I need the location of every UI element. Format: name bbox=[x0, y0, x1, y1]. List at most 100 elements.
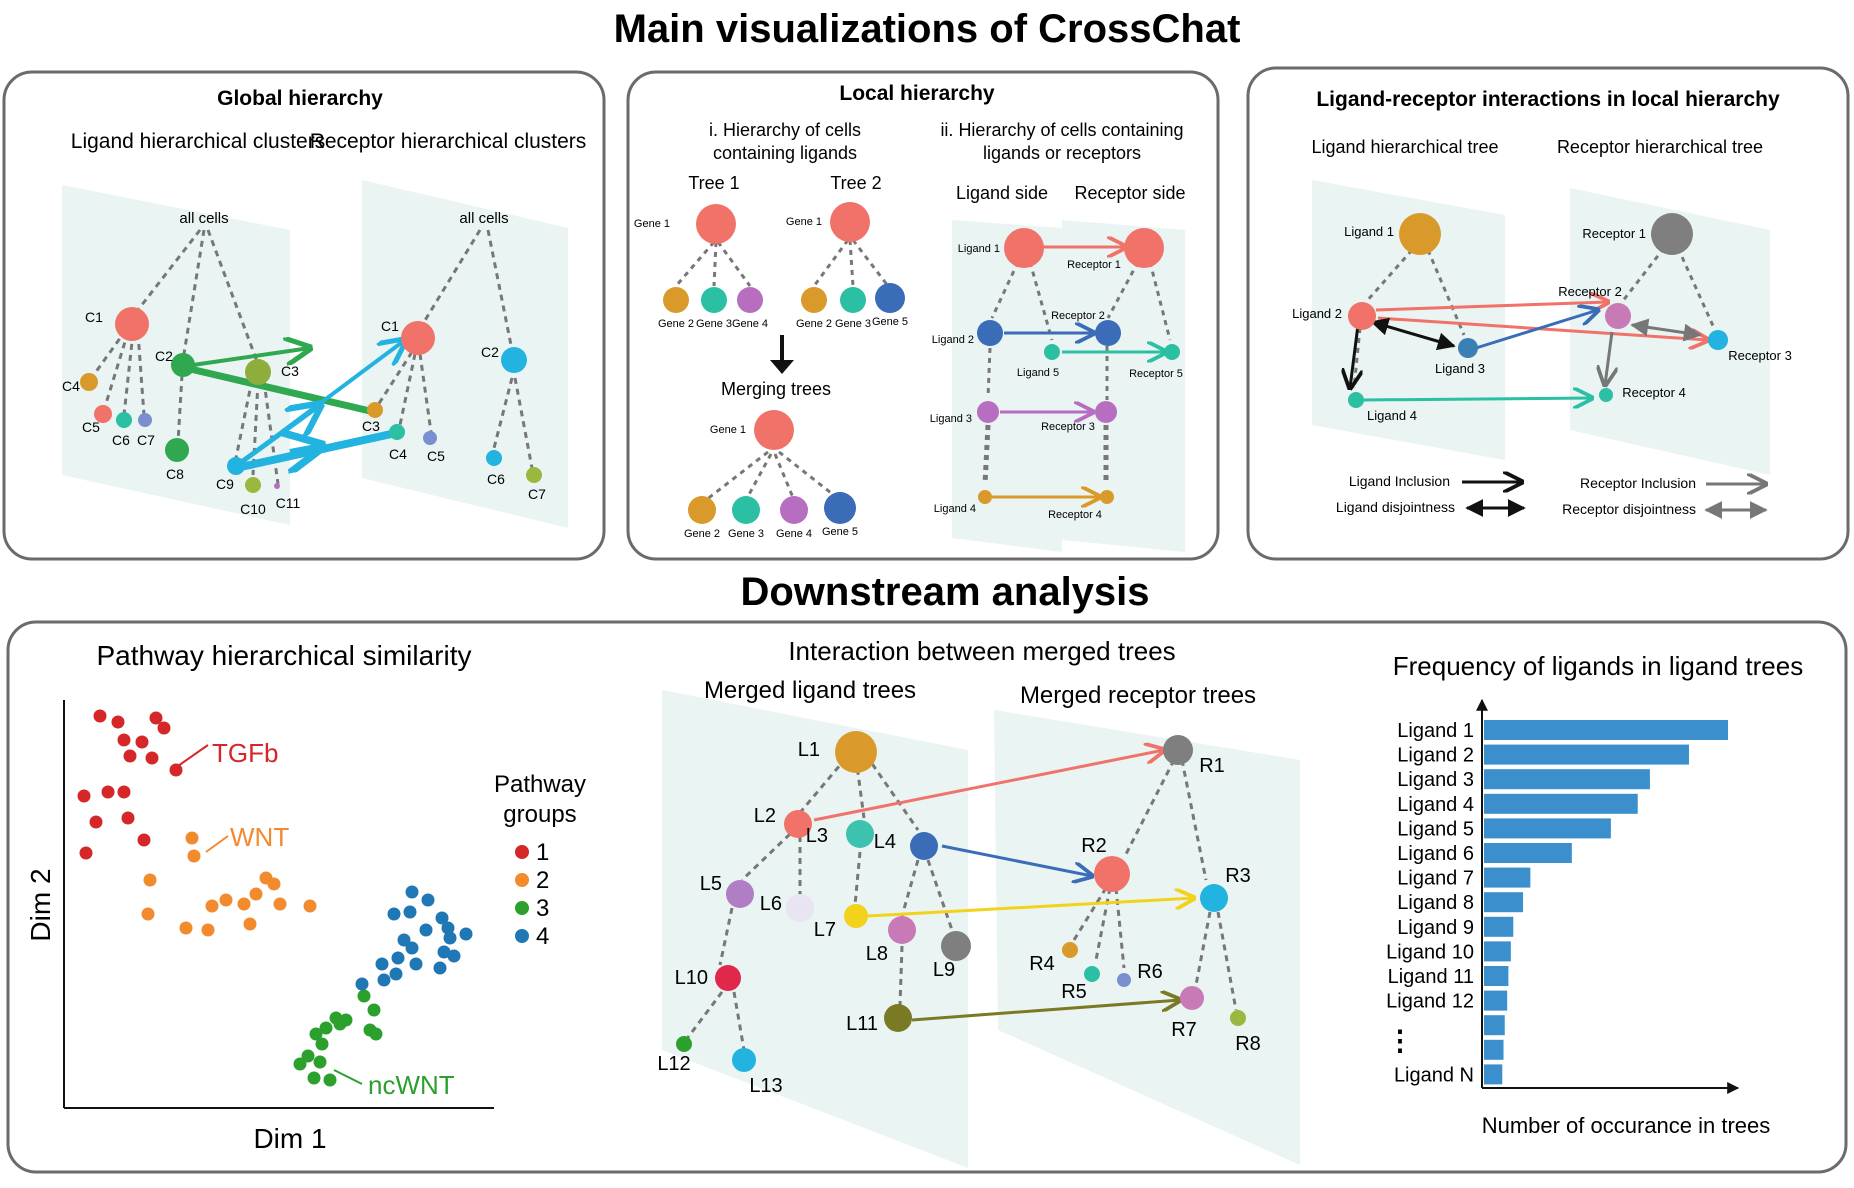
bar-label-2: Ligand 2 bbox=[1397, 745, 1474, 767]
global-ligand-c9-label: C9 bbox=[216, 476, 234, 492]
pathway-group-3-point bbox=[301, 1049, 315, 1063]
lr-dashed-edges bbox=[1352, 247, 1716, 389]
lr-receptor-2-label: Receptor 2 bbox=[1558, 284, 1622, 299]
pathway-group-4-point bbox=[375, 957, 389, 971]
bar-7 bbox=[1484, 867, 1531, 888]
tree1-label: Tree 1 bbox=[688, 173, 739, 193]
merged-ligand-l5-node bbox=[726, 880, 754, 908]
chart-bars bbox=[1484, 720, 1728, 1085]
merge-arrow-head bbox=[770, 360, 794, 374]
pathway-group-2-point bbox=[219, 893, 233, 907]
merged-ligand-l12-node bbox=[676, 1036, 692, 1052]
merged-ligand-l8-label: L8 bbox=[866, 943, 888, 965]
local-ligand-3-node bbox=[977, 401, 999, 423]
local-sub-i-line2: containing ligands bbox=[713, 143, 857, 163]
merged-gene-child-3-node bbox=[780, 496, 808, 524]
lr-ligand-2-node bbox=[1348, 302, 1376, 330]
merged-nodes: L1 L2 L3 L4 L5 L6 L7 L8 L9 L10 L11 L12 L13 R1 R2 R3 R4 R5… bbox=[657, 731, 1261, 1097]
tree1-child-1-node bbox=[663, 287, 689, 313]
merged-ligand-l11-node bbox=[884, 1004, 912, 1032]
local-receptor-1-label: Receptor 1 bbox=[1067, 259, 1121, 271]
pathway-group-1-point bbox=[79, 846, 93, 860]
pathway-group-4-point bbox=[447, 949, 461, 963]
merged-ligand-l13-label: L13 bbox=[749, 1075, 782, 1097]
legend-ligand-disjointness: Ligand disjointness bbox=[1336, 499, 1455, 515]
pathway-group-4-point bbox=[419, 923, 433, 937]
global-hierarchy-panel bbox=[2, 70, 606, 561]
bar-4 bbox=[1484, 793, 1638, 814]
local-ligand-2-node bbox=[977, 320, 1003, 346]
lr-title: Ligand-receptor interactions in local hi… bbox=[1316, 88, 1780, 111]
receptor-side-label: Receptor side bbox=[1074, 183, 1185, 203]
annotation-wnt: WNT bbox=[230, 822, 289, 852]
pathway-group-1-point bbox=[135, 735, 149, 749]
chart-xlabel: Number of occurance in trees bbox=[1482, 1113, 1771, 1138]
pathway-group-2-point bbox=[185, 831, 199, 845]
global-receptor-c1-node bbox=[401, 321, 435, 355]
merged-receptor-r1-label: R1 bbox=[1199, 755, 1225, 777]
legend-marker-3 bbox=[515, 901, 529, 915]
global-receptor-c2-node bbox=[501, 347, 527, 373]
local-ligand-4-label: Ligand 4 bbox=[934, 503, 976, 515]
global-nodes: C1 C2 C3 C4 C5 C6 C7 C8 C9 C10 C11 C1 C2 C3 C4 C5 C6 C7 bbox=[62, 307, 546, 517]
pathway-group-2-point bbox=[273, 897, 287, 911]
merged-gene-child-2-node bbox=[732, 496, 760, 524]
pathway-group-4-point bbox=[355, 977, 369, 991]
bar-label-4: Ligand 4 bbox=[1397, 794, 1474, 816]
bar-13 bbox=[1484, 1015, 1505, 1036]
pathway-group-3-point bbox=[339, 1013, 353, 1027]
chart-ellipsis: ⋮ bbox=[1386, 1025, 1414, 1056]
downstream-title: Downstream analysis bbox=[740, 570, 1149, 614]
local-ligand-1-label: Ligand 1 bbox=[958, 243, 1000, 255]
legend-label-1: 1 bbox=[536, 839, 549, 866]
merged-receptor-r8-node bbox=[1230, 1010, 1246, 1026]
pathway-group-3-point bbox=[369, 1027, 383, 1041]
bar-label-11: Ligand 11 bbox=[1388, 966, 1474, 988]
tree1-child-2-label: Gene 3 bbox=[696, 318, 732, 330]
pathway-group-3-point bbox=[319, 1021, 333, 1035]
global-ligand-c11-label: C11 bbox=[276, 495, 301, 511]
global-ligand-c2-label: C2 bbox=[155, 348, 173, 364]
legend-receptor-disjointness: Receptor disjointness bbox=[1562, 501, 1696, 517]
pathway-group-3-point bbox=[357, 989, 371, 1003]
legend-label-3: 3 bbox=[536, 895, 549, 922]
merged-ligand-l13-node bbox=[732, 1048, 756, 1072]
global-ligand-c4-node bbox=[80, 373, 98, 391]
legend-label-4: 4 bbox=[536, 923, 549, 950]
ligand-clusters-header: Ligand hierarchical clusters bbox=[71, 130, 325, 153]
pathway-group-2-point bbox=[205, 899, 219, 913]
merged-receptor-r3-label: R3 bbox=[1225, 865, 1251, 887]
merged-receptor-r2-node bbox=[1094, 856, 1130, 892]
global-ligand-c5-label: C5 bbox=[82, 419, 100, 435]
tree2-child-1-node bbox=[801, 287, 827, 313]
merged-gene-child-3-label: Gene 4 bbox=[776, 528, 812, 540]
merged-receptor-trees-label: Merged receptor trees bbox=[1020, 682, 1256, 709]
tree1-child-3-label: Gene 4 bbox=[732, 318, 768, 330]
tree1-root-label: Gene 1 bbox=[634, 218, 670, 230]
legend-title-line2: groups bbox=[503, 801, 576, 828]
merged-ligand-l2-node bbox=[784, 810, 812, 838]
global-receptor-c4-node bbox=[389, 424, 405, 440]
pathway-group-4-point bbox=[377, 973, 391, 987]
local-receptor-3-label: Receptor 3 bbox=[1041, 421, 1095, 433]
global-ligand-c1-label: C1 bbox=[85, 309, 103, 325]
pathway-group-4-point bbox=[403, 905, 417, 919]
pathway-group-4-point bbox=[389, 967, 403, 981]
pathway-group-2-point bbox=[143, 873, 157, 887]
local-ligand-5-label: Ligand 5 bbox=[1017, 367, 1059, 379]
merged-gene-root-node bbox=[754, 410, 794, 450]
pathway-group-1-point bbox=[149, 711, 163, 725]
lr-arrows bbox=[1350, 302, 1708, 400]
pathway-group-2-point bbox=[179, 921, 193, 935]
pathway-group-2-point bbox=[201, 923, 215, 937]
pathway-group-2-point bbox=[267, 877, 281, 891]
lr-receptor-3-label: Receptor 3 bbox=[1728, 348, 1792, 363]
pathway-group-1-point bbox=[77, 789, 91, 803]
lr-ligand-3-label: Ligand 3 bbox=[1435, 361, 1485, 376]
merged-receptor-r4-label: R4 bbox=[1029, 953, 1055, 975]
local-receptor-4-node bbox=[1100, 490, 1114, 504]
pathway-group-3-point bbox=[309, 1027, 323, 1041]
pathway-group-4-point bbox=[437, 945, 451, 959]
annotation-ncwnt: ncWNT bbox=[368, 1070, 455, 1100]
pathway-group-1-point bbox=[101, 785, 115, 799]
